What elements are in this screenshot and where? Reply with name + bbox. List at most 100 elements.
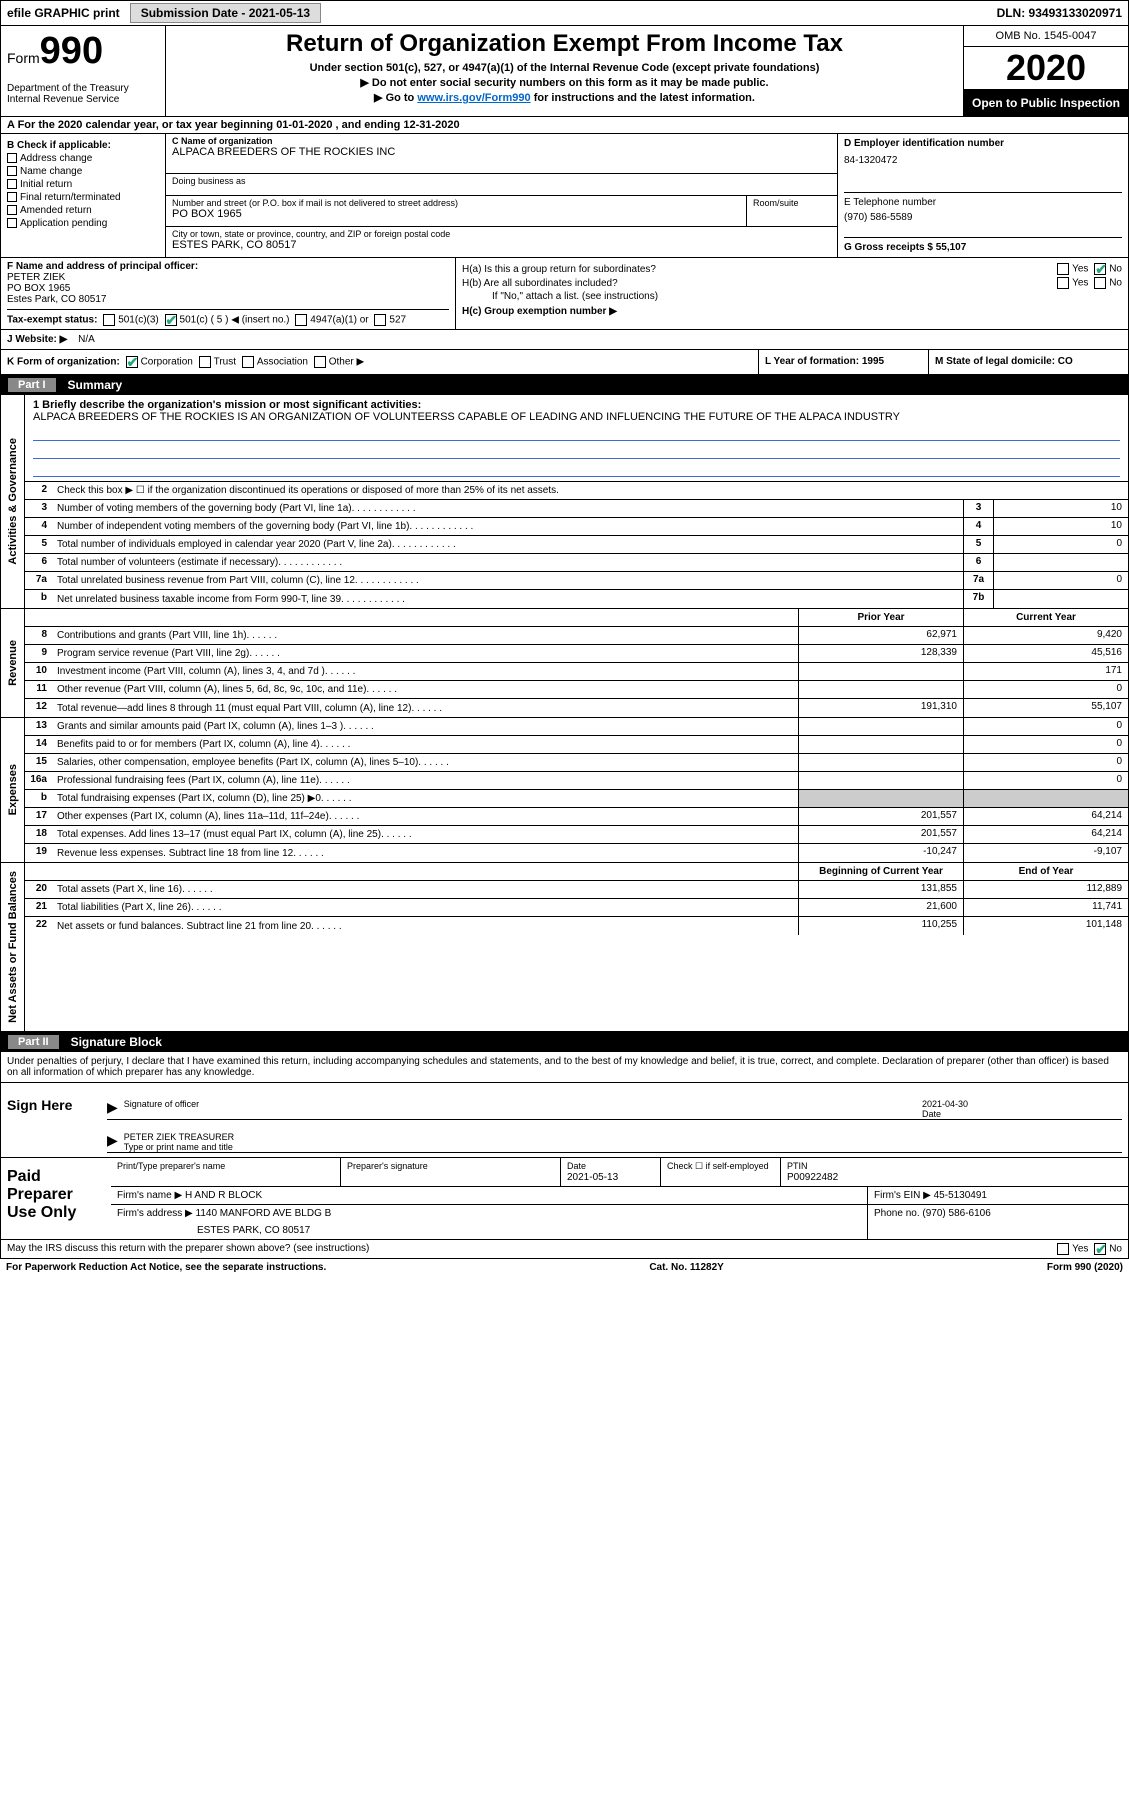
- form-label: Form: [7, 50, 40, 66]
- table-row: 16aProfessional fundraising fees (Part I…: [25, 772, 1128, 790]
- cb-application-pending[interactable]: Application pending: [7, 218, 159, 229]
- table-row: 5Total number of individuals employed in…: [25, 536, 1128, 554]
- cb-name-change[interactable]: Name change: [7, 166, 159, 177]
- lbl-corp: Corporation: [141, 357, 193, 368]
- ha-no[interactable]: [1094, 263, 1106, 275]
- part2-title: Signature Block: [71, 1035, 162, 1049]
- discuss-label: May the IRS discuss this return with the…: [7, 1243, 369, 1254]
- begin-year-hdr: Beginning of Current Year: [798, 863, 963, 880]
- expenses-block: Expenses 13Grants and similar amounts pa…: [0, 718, 1129, 863]
- print-name-label: Print/Type preparer's name: [117, 1161, 225, 1171]
- form-header: Form990 Department of the TreasuryIntern…: [0, 26, 1129, 117]
- col-k: K Form of organization: Corporation Trus…: [1, 350, 758, 374]
- table-row: 21Total liabilities (Part X, line 26) . …: [25, 899, 1128, 917]
- table-row: 22Net assets or fund balances. Subtract …: [25, 917, 1128, 935]
- cb-assoc[interactable]: [242, 356, 254, 368]
- gross-receipts: G Gross receipts $ 55,107: [844, 242, 1122, 253]
- prior-year-hdr: Prior Year: [798, 609, 963, 626]
- cb-trust[interactable]: [199, 356, 211, 368]
- mission-block: 1 Briefly describe the organization's mi…: [25, 395, 1128, 482]
- addr-label: Number and street (or P.O. box if mail i…: [172, 198, 740, 208]
- cb-corp[interactable]: [126, 356, 138, 368]
- section-bcd: B Check if applicable: Address change Na…: [0, 134, 1129, 258]
- part1-body: Activities & Governance 1 Briefly descri…: [0, 395, 1129, 609]
- na-subhdr: Beginning of Current Year End of Year: [25, 863, 1128, 881]
- tax-status-label: Tax-exempt status:: [7, 315, 97, 326]
- hb-yes[interactable]: [1057, 277, 1069, 289]
- officer-addr2: Estes Park, CO 80517: [7, 294, 449, 305]
- cb-4947[interactable]: [295, 314, 307, 326]
- part2-header: Part II Signature Block: [0, 1032, 1129, 1052]
- cb-501c[interactable]: [165, 314, 177, 326]
- paid-preparer-block: Paid Preparer Use Only Print/Type prepar…: [0, 1158, 1129, 1240]
- ha-yes[interactable]: [1057, 263, 1069, 275]
- sub3-post: for instructions and the latest informat…: [531, 92, 755, 104]
- discuss-no[interactable]: [1094, 1243, 1106, 1255]
- col-d: D Employer identification number 84-1320…: [838, 134, 1128, 257]
- cb-final-return[interactable]: Final return/terminated: [7, 192, 159, 203]
- col-f: F Name and address of principal officer:…: [1, 258, 456, 329]
- prep-date: 2021-05-13: [567, 1172, 618, 1183]
- cb-amended-return[interactable]: Amended return: [7, 205, 159, 216]
- table-row: 6Total number of volunteers (estimate if…: [25, 554, 1128, 572]
- vlabel-activities: Activities & Governance: [1, 395, 25, 608]
- table-row: 7aTotal unrelated business revenue from …: [25, 572, 1128, 590]
- sig-intro: Under penalties of perjury, I declare th…: [0, 1052, 1129, 1083]
- table-row: 17Other expenses (Part IX, column (A), l…: [25, 808, 1128, 826]
- cb-initial-return[interactable]: Initial return: [7, 179, 159, 190]
- table-row: 4Number of independent voting members of…: [25, 518, 1128, 536]
- revenue-block: Revenue Prior Year Current Year 8Contrib…: [0, 609, 1129, 718]
- ein-label: D Employer identification number: [844, 138, 1122, 149]
- subtitle-3: Go to www.irs.gov/Form990 for instructio…: [174, 91, 955, 104]
- table-row: 20Total assets (Part X, line 16) . . . .…: [25, 881, 1128, 899]
- efile-label: efile GRAPHIC print: [1, 6, 126, 20]
- col-cd: C Name of organization ALPACA BREEDERS O…: [166, 134, 1128, 257]
- form-title: Return of Organization Exempt From Incom…: [174, 30, 955, 58]
- table-row: 8Contributions and grants (Part VIII, li…: [25, 627, 1128, 645]
- revenue-subhdr: Prior Year Current Year: [25, 609, 1128, 627]
- hb-no[interactable]: [1094, 277, 1106, 289]
- sig-date: 2021-04-30: [922, 1099, 968, 1109]
- q2-row: 2 Check this box ▶ ☐ if the organization…: [25, 482, 1128, 500]
- q2-label: Check this box ▶ ☐ if the organization d…: [53, 482, 1128, 499]
- part1-title: Summary: [68, 378, 123, 392]
- room-suite-label: Room/suite: [747, 196, 837, 226]
- prep-sig-label: Preparer's signature: [347, 1161, 428, 1171]
- discuss-yes[interactable]: [1057, 1243, 1069, 1255]
- table-row: 14Benefits paid to or for members (Part …: [25, 736, 1128, 754]
- firm-ein: 45-5130491: [934, 1190, 987, 1201]
- officer-name-title: PETER ZIEK TREASURER: [124, 1132, 234, 1142]
- header-right: OMB No. 1545-0047 2020 Open to Public In…: [963, 26, 1128, 116]
- sig-date-label: Date: [922, 1109, 941, 1119]
- q1-label: 1 Briefly describe the organization's mi…: [33, 399, 1120, 411]
- vlabel-expenses: Expenses: [1, 718, 25, 862]
- officer-label: F Name and address of principal officer:: [7, 261, 449, 272]
- lbl-assoc: Association: [257, 357, 308, 368]
- officer-addr1: PO BOX 1965: [7, 283, 449, 294]
- phone-label: Phone no.: [874, 1208, 920, 1219]
- table-row: 3Number of voting members of the governi…: [25, 500, 1128, 518]
- col-l: L Year of formation: 1995: [758, 350, 928, 374]
- table-row: 15Salaries, other compensation, employee…: [25, 754, 1128, 772]
- table-row: 13Grants and similar amounts paid (Part …: [25, 718, 1128, 736]
- firm-name: H AND R BLOCK: [185, 1190, 262, 1201]
- part1-header: Part I Summary: [0, 375, 1129, 395]
- cb-501c3[interactable]: [103, 314, 115, 326]
- discuss-row: May the IRS discuss this return with the…: [0, 1240, 1129, 1259]
- form-footer: Form 990 (2020): [1047, 1262, 1123, 1273]
- prep-date-label: Date: [567, 1161, 586, 1171]
- cb-other[interactable]: [314, 356, 326, 368]
- firm-addr-label: Firm's address ▶: [117, 1208, 193, 1219]
- end-year-hdr: End of Year: [963, 863, 1128, 880]
- subtitle-2: Do not enter social security numbers on …: [174, 76, 955, 89]
- city-value: ESTES PARK, CO 80517: [172, 239, 831, 251]
- cb-527[interactable]: [374, 314, 386, 326]
- part2-box: Part II: [8, 1035, 59, 1049]
- irs-link[interactable]: www.irs.gov/Form990: [417, 92, 530, 104]
- submission-date-button[interactable]: Submission Date - 2021-05-13: [130, 3, 321, 23]
- cb-address-change[interactable]: Address change: [7, 153, 159, 164]
- tel-value: (970) 586-5589: [844, 212, 1122, 223]
- website-label: J Website: ▶: [7, 334, 67, 345]
- hb-note: If "No," attach a list. (see instruction…: [462, 291, 1122, 302]
- k-label: K Form of organization:: [7, 357, 120, 368]
